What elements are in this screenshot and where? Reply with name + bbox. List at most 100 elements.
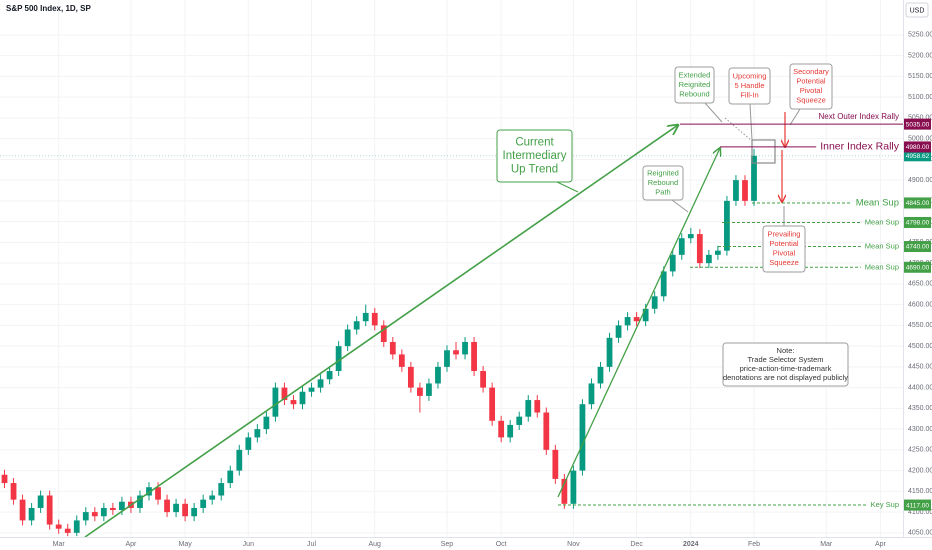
y-tick-label: 4400.00 xyxy=(908,384,932,391)
candle-body xyxy=(137,495,143,508)
candle-body xyxy=(642,308,649,322)
candle-body xyxy=(471,341,477,372)
candle-body xyxy=(91,512,98,517)
annotation-text: Prevailing xyxy=(768,230,801,239)
y-tick-label: 4300.00 xyxy=(908,426,932,433)
y-tick-label: 5100.00 xyxy=(908,94,932,101)
callout-tail xyxy=(556,181,579,193)
y-tick-label: 4250.00 xyxy=(908,447,932,454)
candle-body xyxy=(19,499,26,521)
candle-body xyxy=(570,470,577,504)
candle-body xyxy=(561,478,568,504)
candle-body xyxy=(344,329,351,347)
y-tick-label: 4650.00 xyxy=(908,281,932,288)
currency-box[interactable] xyxy=(905,2,929,18)
candle-body xyxy=(426,383,432,396)
candle-body xyxy=(417,387,423,396)
level-tag-label: 4845.00 xyxy=(906,200,930,207)
candle-body xyxy=(687,234,694,239)
annotation-text: Squeeze xyxy=(769,258,799,267)
candles xyxy=(1,149,757,537)
x-tick-label: Feb xyxy=(748,541,760,548)
last-price-label: 4958.62 xyxy=(906,153,930,160)
candle-body xyxy=(714,250,721,255)
candle-body xyxy=(615,325,622,338)
candle-body xyxy=(462,341,468,355)
candle-body xyxy=(705,254,712,264)
candle-body xyxy=(733,180,739,201)
candle-body xyxy=(588,383,595,405)
candle-body xyxy=(444,350,450,367)
candle-body xyxy=(308,387,315,392)
annotation-box xyxy=(496,129,573,183)
y-tick-label: 5150.00 xyxy=(908,73,932,80)
candle-body xyxy=(498,420,505,438)
candle-body xyxy=(37,495,44,508)
candle-body xyxy=(173,503,179,513)
candle-body xyxy=(435,366,441,384)
candle-body xyxy=(200,499,207,508)
x-tick-label: 2024 xyxy=(683,541,699,548)
axes: 4050.00 4100.00 4150.00 4200.00 4250.00 4300.… xyxy=(53,32,932,548)
candle-body xyxy=(678,238,685,255)
annotation-text: Note: xyxy=(777,346,795,355)
y-tick-label: 5200.00 xyxy=(908,52,932,59)
levels: Next Outer Index Rally Inner Index Rally M… xyxy=(0,112,903,509)
annotation-text: Fill-In xyxy=(740,90,758,99)
level-label: Mean Sup xyxy=(865,242,899,251)
candle-body xyxy=(73,520,80,533)
candle-body xyxy=(155,487,161,500)
candle-body xyxy=(218,483,225,496)
candle-body xyxy=(272,387,279,417)
candle-body xyxy=(353,321,360,330)
trend-line xyxy=(557,148,720,498)
level-label: Inner Index Rally xyxy=(820,141,900,153)
candle-body xyxy=(245,437,252,450)
candle-body xyxy=(164,499,170,513)
annotation-box xyxy=(674,66,715,104)
annotation-text: Path xyxy=(655,187,670,196)
currency-label: USD xyxy=(910,7,925,14)
candle-body xyxy=(724,200,730,251)
level-tag xyxy=(904,216,931,228)
x-tick-label: Oct xyxy=(496,541,507,548)
candle-body xyxy=(1,474,8,484)
annotation-text: Rebound xyxy=(648,178,678,187)
candle-body xyxy=(398,354,405,367)
candle-body xyxy=(742,180,748,201)
y-tick-label: 5000.00 xyxy=(908,135,932,142)
candle-body xyxy=(362,312,369,322)
annotation-text: Extended xyxy=(679,70,711,79)
y-tick-label: 4200.00 xyxy=(908,467,932,474)
candle-body xyxy=(254,429,261,438)
level-label: Mean Sup xyxy=(865,217,899,226)
candle-body xyxy=(299,391,306,405)
focus-box xyxy=(751,139,776,164)
y-tick-label: 4150.00 xyxy=(908,488,932,495)
annotation-text: Secondary xyxy=(793,67,829,76)
annotation-text: Upcoming xyxy=(733,71,767,80)
candle-body xyxy=(227,470,234,484)
annotation-text: denotations are not displayed publicly xyxy=(723,373,848,382)
callout-tail xyxy=(789,108,801,126)
candle-body xyxy=(489,387,496,421)
candle-body xyxy=(751,155,757,201)
candle-body xyxy=(624,317,631,326)
y-tick-label: 4350.00 xyxy=(908,405,932,412)
chart-title: S&P 500 Index, 1D, SP xyxy=(6,4,91,13)
candle-body xyxy=(64,528,71,533)
level-tag xyxy=(904,141,931,153)
x-tick-label: Apr xyxy=(875,541,887,548)
candle-body xyxy=(407,366,414,388)
level-tag xyxy=(904,499,931,511)
level-tag-label: 4980.00 xyxy=(906,144,930,151)
candle-body xyxy=(119,501,125,511)
level-tag-label: 4690.00 xyxy=(906,264,930,271)
level-tag xyxy=(904,197,931,209)
x-tick-label: Jul xyxy=(307,541,316,548)
annotation-text: Rebound xyxy=(679,89,709,98)
candle-body xyxy=(371,312,378,326)
